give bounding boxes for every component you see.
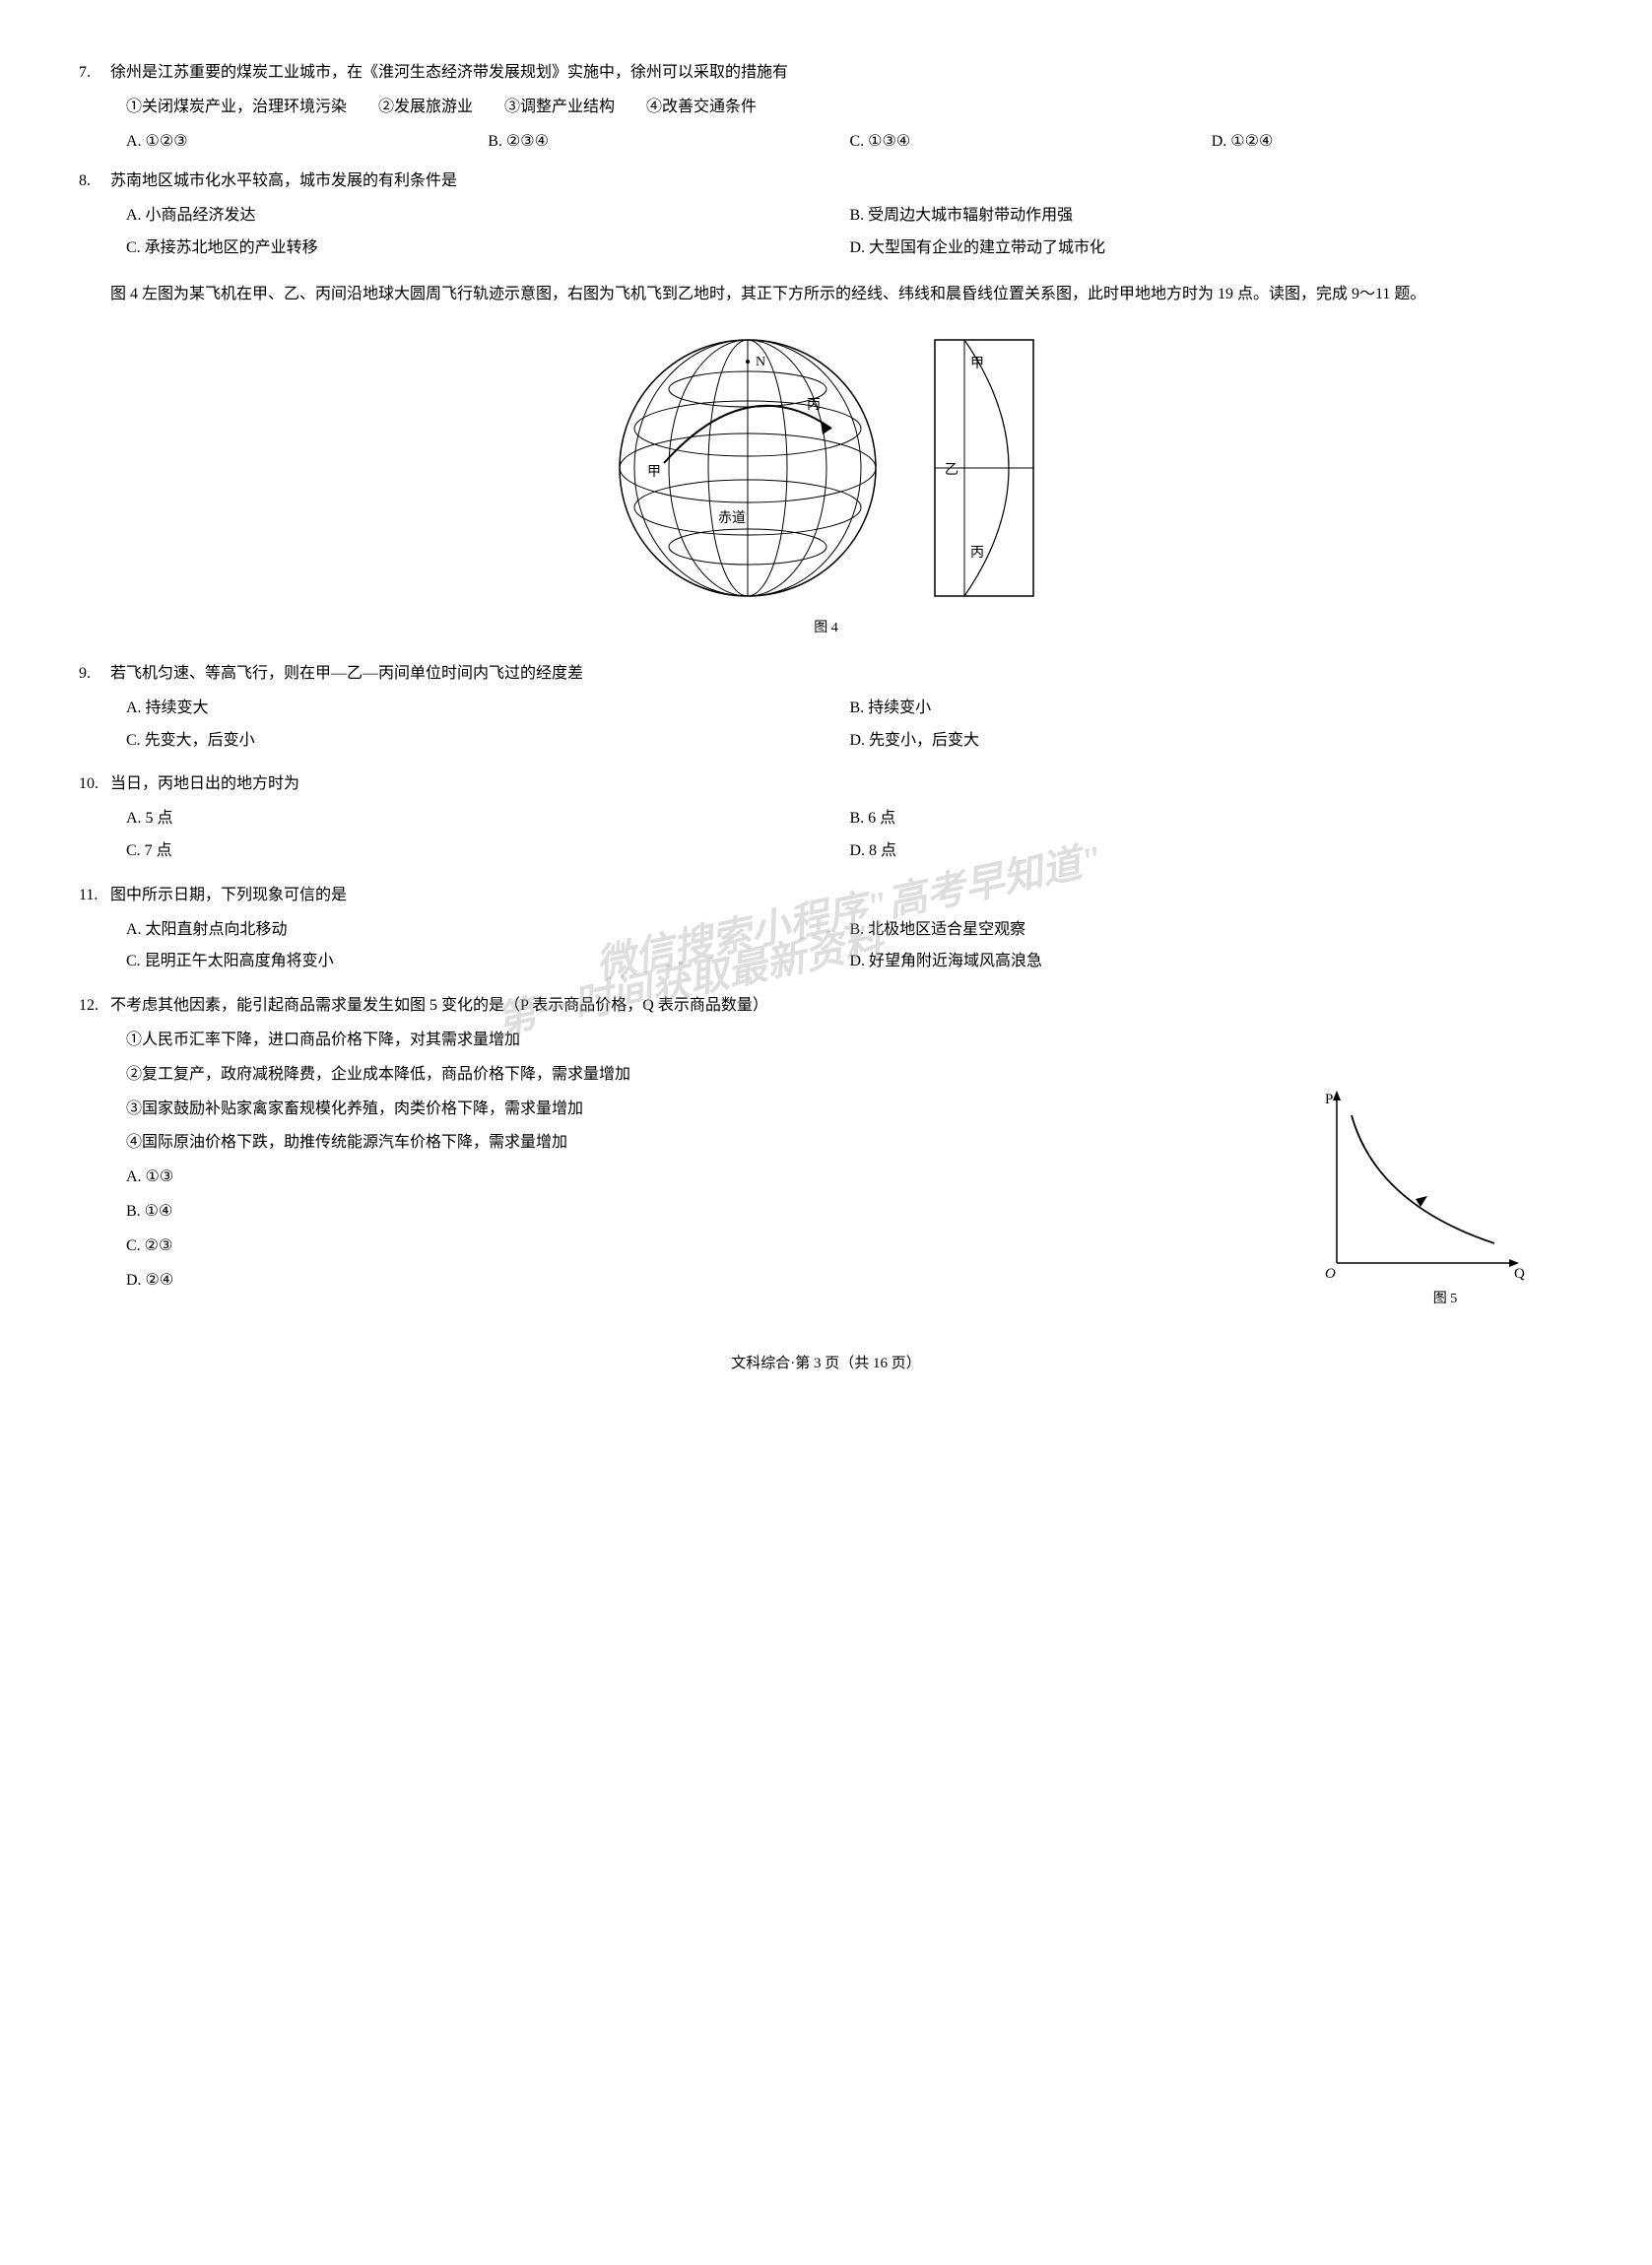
q11-opt-c: C. 昆明正午太阳高度角将变小 [126, 948, 850, 976]
question-11: 11. 图中所示日期，下列现象可信的是 A. 太阳直射点向北移动 B. 北极地区… [79, 882, 1573, 980]
q10-opt-d: D. 8 点 [850, 837, 1574, 866]
q9-opt-b: B. 持续变小 [850, 695, 1574, 723]
q12-opt-a: A. ①③ [126, 1164, 1297, 1192]
q7-items: ①关闭煤炭产业，治理环境污染 ②发展旅游业 ③调整产业结构 ④改善交通条件 [79, 94, 1573, 122]
q10-text-row: 10. 当日，丙地日出的地方时为 [79, 770, 1573, 799]
q8-opt-c: C. 承接苏北地区的产业转移 [126, 234, 850, 263]
q12-text-row: 12. 不考虑其他因素，能引起商品需求量发生如图 5 变化的是（P 表示商品价格… [79, 992, 1573, 1021]
rect-diagram: 甲 乙 丙 [925, 330, 1043, 606]
q12-opt-c: C. ②③ [126, 1232, 1297, 1261]
rect-label-jia: 甲 [970, 357, 984, 371]
q9-opt-d: D. 先变小，后变大 [850, 727, 1574, 756]
q10-opt-b: B. 6 点 [850, 805, 1574, 833]
fig5-label-q: Q [1514, 1266, 1525, 1282]
q7-options: A. ①②③ B. ②③④ C. ①③④ D. ①②④ [79, 128, 1573, 157]
question-9: 9. 若飞机匀速、等高飞行，则在甲—乙—丙间单位时间内飞过的经度差 A. 持续变… [79, 660, 1573, 759]
rect-label-bing: 丙 [970, 546, 984, 561]
q9-number: 9. [79, 660, 110, 689]
q7-number: 7. [79, 59, 110, 88]
q12-body: 不考虑其他因素，能引起商品需求量发生如图 5 变化的是（P 表示商品价格，Q 表… [110, 992, 1573, 1021]
q11-opt-d: D. 好望角附近海域风高浪急 [850, 948, 1574, 976]
q10-options: A. 5 点 B. 6 点 C. 7 点 D. 8 点 [79, 805, 1573, 870]
question-8: 8. 苏南地区城市化水平较高，城市发展的有利条件是 A. 小商品经济发达 B. … [79, 167, 1573, 266]
q12-item-4: ④国际原油价格下跌，助推传统能源汽车价格下降，需求量增加 [79, 1129, 1297, 1158]
fig5-label-p: P [1325, 1092, 1333, 1107]
q9-opt-a: A. 持续变大 [126, 695, 850, 723]
q7-text-row: 7. 徐州是江苏重要的煤炭工业城市，在《淮河生态经济带发展规划》实施中，徐州可以… [79, 59, 1573, 88]
q12-opt-d: D. ②④ [126, 1267, 1297, 1296]
q8-text-row: 8. 苏南地区城市化水平较高，城市发展的有利条件是 [79, 167, 1573, 196]
q12-number: 12. [79, 992, 110, 1021]
globe-diagram: N 甲 丙 赤道 [610, 330, 886, 606]
q12-left: ①人民币汇率下降，进口商品价格下降，对其需求量增加 ②复工复产，政府减税降费，企… [79, 1027, 1297, 1311]
figure-5-caption: 图 5 [1317, 1287, 1573, 1311]
q10-opt-c: C. 7 点 [126, 837, 850, 866]
question-10: 10. 当日，丙地日出的地方时为 A. 5 点 B. 6 点 C. 7 点 D.… [79, 770, 1573, 869]
q11-body: 图中所示日期，下列现象可信的是 [110, 882, 1573, 910]
fig5-label-o: O [1325, 1266, 1336, 1282]
question-12: 12. 不考虑其他因素，能引起商品需求量发生如图 5 变化的是（P 表示商品价格… [79, 992, 1573, 1311]
page-footer: 文科综合·第 3 页（共 16 页） [79, 1351, 1573, 1377]
q11-opt-a: A. 太阳直射点向北移动 [126, 916, 850, 945]
question-7: 7. 徐州是江苏重要的煤炭工业城市，在《淮河生态经济带发展规划》实施中，徐州可以… [79, 59, 1573, 156]
q8-opt-d: D. 大型国有企业的建立带动了城市化 [850, 234, 1574, 263]
figure-5-chart: P O Q [1317, 1086, 1534, 1283]
q8-body: 苏南地区城市化水平较高，城市发展的有利条件是 [110, 167, 1573, 196]
q12-right: P O Q 图 5 [1317, 1027, 1573, 1311]
q7-opt-a: A. ①②③ [126, 128, 488, 157]
q8-number: 8. [79, 167, 110, 196]
q8-options: A. 小商品经济发达 B. 受周边大城市辐射带动作用强 C. 承接苏北地区的产业… [79, 202, 1573, 267]
globe-label-bing: 丙 [807, 398, 821, 413]
q11-opt-b: B. 北极地区适合星空观察 [850, 916, 1574, 945]
q10-body: 当日，丙地日出的地方时为 [110, 770, 1573, 799]
q7-opt-d: D. ①②④ [1212, 128, 1573, 157]
q7-opt-c: C. ①③④ [850, 128, 1212, 157]
q10-number: 10. [79, 770, 110, 799]
q9-body: 若飞机匀速、等高飞行，则在甲—乙—丙间单位时间内飞过的经度差 [110, 660, 1573, 689]
figure-4-container: N 甲 丙 赤道 甲 乙 丙 [79, 330, 1573, 606]
q7-body: 徐州是江苏重要的煤炭工业城市，在《淮河生态经济带发展规划》实施中，徐州可以采取的… [110, 59, 1573, 88]
globe-label-n: N [756, 355, 765, 369]
intro-text-1: 图 4 左图为某飞机在甲、乙、丙间沿地球大圆周飞行轨迹示意图，右图为飞机飞到乙地… [79, 279, 1573, 310]
q8-opt-a: A. 小商品经济发达 [126, 202, 850, 231]
q12-options: A. ①③ B. ①④ C. ②③ D. ②④ [79, 1164, 1297, 1295]
q12-wrapper: ①人民币汇率下降，进口商品价格下降，对其需求量增加 ②复工复产，政府减税降费，企… [79, 1027, 1573, 1311]
globe-label-jia: 甲 [647, 465, 661, 480]
q12-item-3: ③国家鼓励补贴家禽家畜规模化养殖，肉类价格下降，需求量增加 [79, 1096, 1297, 1124]
q12-opt-b: B. ①④ [126, 1198, 1297, 1227]
q7-opt-b: B. ②③④ [488, 128, 849, 157]
rect-label-yi: 乙 [945, 462, 958, 478]
q9-options: A. 持续变大 B. 持续变小 C. 先变大，后变小 D. 先变小，后变大 [79, 695, 1573, 760]
q12-item-1: ①人民币汇率下降，进口商品价格下降，对其需求量增加 [79, 1027, 1297, 1055]
q9-opt-c: C. 先变大，后变小 [126, 727, 850, 756]
q10-opt-a: A. 5 点 [126, 805, 850, 833]
q9-text-row: 9. 若飞机匀速、等高飞行，则在甲—乙—丙间单位时间内飞过的经度差 [79, 660, 1573, 689]
q11-text-row: 11. 图中所示日期，下列现象可信的是 [79, 882, 1573, 910]
q8-opt-b: B. 受周边大城市辐射带动作用强 [850, 202, 1574, 231]
page-wrapper: 7. 徐州是江苏重要的煤炭工业城市，在《淮河生态经济带发展规划》实施中，徐州可以… [79, 59, 1573, 1377]
figure-4-caption: 图 4 [79, 616, 1573, 640]
q12-item-2: ②复工复产，政府减税降费，企业成本降低，商品价格下降，需求量增加 [79, 1061, 1297, 1090]
q11-number: 11. [79, 882, 110, 910]
globe-label-equator: 赤道 [718, 510, 746, 526]
q11-options: A. 太阳直射点向北移动 B. 北极地区适合星空观察 C. 昆明正午太阳高度角将… [79, 916, 1573, 981]
